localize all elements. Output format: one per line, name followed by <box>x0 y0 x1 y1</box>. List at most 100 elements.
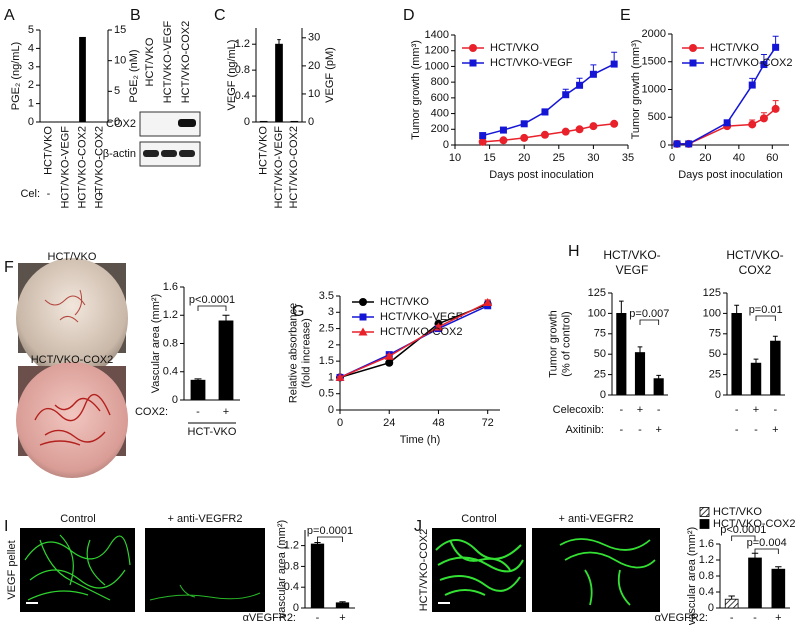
treatment-sign: + <box>775 612 781 624</box>
bar <box>79 36 86 123</box>
marker <box>685 140 693 148</box>
y-tick-label: 25 <box>594 369 606 381</box>
legend-label: HCT/VKO <box>380 296 429 308</box>
chart-title: VEGF <box>616 263 649 277</box>
legend-marker <box>358 327 368 336</box>
series-line <box>339 301 489 379</box>
p-value: p=0.004 <box>747 537 787 549</box>
y-tick-label: 0 <box>244 116 250 128</box>
y-tick-label: 600 <box>431 92 449 104</box>
lane-label: HCT/VKO-VEGF <box>162 20 174 103</box>
y2-axis-label: VEGF (pM) <box>324 47 336 103</box>
panel-letter: I <box>4 518 8 535</box>
group-label: HCT-VKO <box>188 426 237 438</box>
y-tick-label: 1.2 <box>163 309 178 321</box>
x-tick-label: 25 <box>553 152 565 164</box>
y-axis-label: Tumor growth (mm³) <box>630 40 642 140</box>
y-axis-label: PGE₂ (ng/mL) <box>10 42 22 110</box>
error-bar <box>753 358 759 364</box>
significance-bracket <box>731 535 756 541</box>
bar <box>724 598 739 609</box>
marker <box>499 126 507 134</box>
y-tick-label: 0.5 <box>319 388 334 400</box>
y2-tick-label: 0 <box>308 116 314 128</box>
marker <box>723 119 731 127</box>
photo-label: Control <box>461 513 496 525</box>
y-tick-label: 0 <box>28 116 34 128</box>
bar <box>259 120 268 123</box>
significance-bracket <box>639 319 660 325</box>
treatment-sign: - <box>753 612 757 624</box>
marker <box>335 372 345 381</box>
error-bar <box>619 300 624 314</box>
treatment-sign: + <box>96 188 102 200</box>
marker <box>589 70 597 78</box>
marker <box>479 132 487 140</box>
significance-bracket <box>317 536 343 542</box>
y-tick-label: 4 <box>28 42 34 54</box>
error-bar <box>772 335 778 342</box>
legend-label: HCT/VKO-COX2 <box>713 518 796 530</box>
y-tick-label: 1000 <box>642 83 666 95</box>
legend-label: HCT/VKO-VEGF <box>380 311 463 323</box>
x-tick-label: 72 <box>482 417 494 429</box>
x-tick-label: HCT/VKO <box>258 126 270 175</box>
x-tick-label: 15 <box>483 152 495 164</box>
chart-title: COX2 <box>739 263 772 277</box>
y-tick-label: 0 <box>708 602 714 614</box>
y-tick-label: 0.4 <box>163 366 178 378</box>
x-tick-label: HCT/VKO <box>42 126 54 175</box>
legend-marker <box>359 313 367 321</box>
bar <box>310 543 325 609</box>
error-bar <box>277 39 281 45</box>
y-tick-label: 400 <box>431 107 449 119</box>
y-tick-label: 0.4 <box>284 581 299 593</box>
treatment-sign: - <box>735 404 739 416</box>
bar <box>218 320 234 401</box>
y-tick-label: 0 <box>715 389 721 401</box>
marker <box>760 61 768 69</box>
x-axis-label: Time (h) <box>400 434 441 446</box>
marker <box>589 122 598 131</box>
legend-marker <box>359 298 367 306</box>
y-axis-label: Tumor growth <box>547 310 559 377</box>
panel-letter: F <box>4 259 14 276</box>
marker <box>541 108 549 116</box>
y2-tick-label: 30 <box>308 32 320 44</box>
y-tick-label: 2.5 <box>319 322 334 334</box>
y-axis-label: Vascular area (mm²) <box>150 294 162 393</box>
marker <box>673 140 681 148</box>
y2-tick-label: 0 <box>114 116 120 128</box>
bar <box>616 312 627 396</box>
marker <box>759 114 768 123</box>
error-bar <box>222 314 230 321</box>
y2-axis-label: PGE₂ (nM) <box>128 49 140 102</box>
photo-label: HCT/VKO-COX2 <box>31 354 114 366</box>
legend-label: HCT/VKO-VEGF <box>490 57 573 69</box>
legend-label: HCT/VKO-COX2 <box>380 326 463 338</box>
error-bar <box>728 595 735 600</box>
y-tick-label: 0.8 <box>163 337 178 349</box>
y-tick-label: 1.6 <box>699 538 714 550</box>
treatment-sign: - <box>47 188 51 200</box>
side-label: HCT/VKO-COX2 <box>418 529 430 612</box>
y-tick-label: 100 <box>703 307 721 319</box>
treatment-sign: - <box>638 424 642 436</box>
treatment-label: Celecoxib: <box>553 404 604 416</box>
marker <box>483 298 493 307</box>
p-value: p=0.0001 <box>307 525 353 537</box>
bar <box>335 602 350 609</box>
y-tick-label: 0.8 <box>699 570 714 582</box>
y-tick-label: 200 <box>431 123 449 135</box>
y-tick-label: 0 <box>328 404 334 416</box>
treatment-label: αVEGFR2: <box>243 612 296 624</box>
treatment-sign: - <box>735 424 739 436</box>
treatment-sign: - <box>619 404 623 416</box>
bar <box>770 340 781 396</box>
treatment-sign: - <box>316 612 320 624</box>
photo-label: Control <box>60 513 95 525</box>
panel-letter: A <box>4 7 15 24</box>
significance-bracket <box>754 548 779 554</box>
error-bar <box>734 304 740 314</box>
y-tick-label: 1 <box>28 98 34 110</box>
